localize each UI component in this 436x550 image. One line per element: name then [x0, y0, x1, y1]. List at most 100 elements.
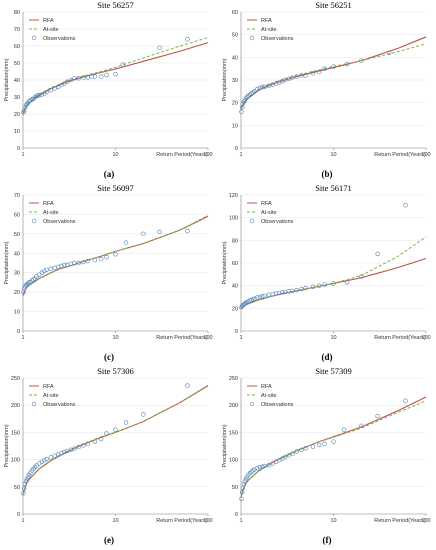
legend-label: Observations — [261, 402, 294, 408]
observation-point — [282, 77, 288, 83]
x-tick-label: 10 — [112, 152, 118, 158]
y-tick-label: 60 — [14, 44, 20, 50]
legend-label: At-site — [261, 27, 277, 33]
y-tick-label: 100 — [229, 458, 238, 464]
observation-point — [76, 260, 81, 266]
observation-point — [25, 474, 31, 480]
observation-point — [89, 74, 94, 79]
y-axis-label: Precipitation(mm) — [222, 58, 228, 101]
observation-point — [239, 304, 244, 310]
observation-point — [157, 229, 162, 235]
observation-point — [113, 252, 118, 257]
x-tick-label: 100 — [421, 152, 430, 158]
observation-point — [92, 257, 98, 263]
observation-point — [262, 293, 267, 299]
observation-point — [242, 98, 248, 103]
y-tick-label: 200 — [229, 403, 238, 409]
observation-point — [310, 444, 316, 449]
observation-point — [21, 486, 27, 491]
legend-label: RFA — [261, 18, 272, 24]
observation-point — [104, 254, 109, 260]
observation-point — [239, 496, 244, 501]
y-axis-label: Precipitation(mm) — [4, 241, 10, 284]
observation-point — [52, 86, 57, 91]
panel-label: (b) — [322, 169, 333, 179]
legend-label: RFA — [43, 201, 54, 207]
at-site-line — [240, 236, 427, 309]
observation-point — [141, 412, 146, 417]
legend-observation-marker — [249, 218, 255, 224]
observation-point — [280, 290, 285, 295]
observation-point — [277, 290, 282, 296]
y-tick-label: 50 — [14, 232, 20, 238]
observation-point — [260, 464, 265, 469]
observation-point — [277, 80, 282, 85]
legend-label: At-site — [43, 210, 59, 216]
observation-point — [280, 78, 285, 84]
observation-point — [39, 92, 45, 97]
legend-label: RFA — [43, 384, 54, 390]
x-tick-label: 1 — [239, 152, 242, 158]
observation-point — [240, 485, 246, 491]
observation-point — [290, 75, 295, 80]
observation-point — [22, 481, 28, 487]
x-axis-label: Return Period(Years) — [156, 152, 208, 158]
observation-point — [55, 264, 61, 270]
observation-point — [331, 281, 336, 286]
legend-observation-marker — [31, 218, 37, 224]
y-tick-label: 150 — [229, 430, 238, 436]
observation-point — [26, 472, 32, 478]
y-tick-label: 0 — [17, 512, 20, 518]
observation-point — [34, 463, 39, 468]
observation-point — [64, 79, 70, 84]
panel-label: (c) — [104, 352, 114, 362]
observation-point — [257, 85, 263, 91]
y-tick-label: 20 — [232, 101, 238, 107]
observation-point — [42, 457, 47, 463]
observation-point — [331, 64, 336, 69]
y-tick-label: 60 — [14, 212, 20, 218]
observation-point — [185, 383, 190, 388]
observation-point — [240, 101, 246, 107]
observation-point — [185, 36, 190, 42]
observation-point — [59, 450, 64, 456]
panel-label: (e) — [104, 535, 114, 545]
observation-point — [35, 93, 41, 98]
legend-label: At-site — [261, 210, 277, 216]
observation-point — [316, 69, 322, 75]
chart-panel: Site 56251 0 10 20 30 40 50 60 1 10 100 Return Peri… — [218, 0, 436, 183]
x-tick-label: 1 — [21, 335, 24, 341]
observation-point — [104, 431, 109, 436]
observation-point — [25, 281, 31, 286]
observation-point — [23, 479, 29, 484]
observation-point — [303, 285, 308, 291]
observation-point — [310, 70, 316, 76]
observation-point — [242, 479, 248, 484]
observation-point — [299, 447, 304, 453]
panel-label: (f) — [323, 535, 332, 545]
rfa-line — [240, 396, 427, 498]
observation-point — [98, 256, 104, 262]
observation-point — [316, 283, 322, 288]
legend-label: At-site — [43, 27, 59, 33]
observation-point — [403, 203, 408, 208]
x-tick-label: 10 — [330, 335, 336, 341]
y-axis-label: Precipitation(mm) — [222, 424, 228, 467]
observation-point — [299, 286, 304, 292]
y-tick-label: 40 — [232, 55, 238, 61]
observation-point — [241, 99, 247, 104]
observation-point — [37, 272, 42, 277]
x-tick-label: 10 — [330, 518, 336, 524]
observation-point — [157, 45, 162, 50]
observation-point — [257, 465, 263, 470]
x-axis-label: Return Period(Years) — [156, 518, 208, 524]
y-tick-label: 10 — [232, 123, 238, 129]
chart-title: Site 56257 — [97, 0, 134, 10]
y-tick-label: 120 — [229, 193, 238, 199]
legend-label: Observations — [43, 402, 76, 408]
observation-point — [62, 449, 67, 455]
y-tick-label: 0 — [17, 146, 20, 152]
